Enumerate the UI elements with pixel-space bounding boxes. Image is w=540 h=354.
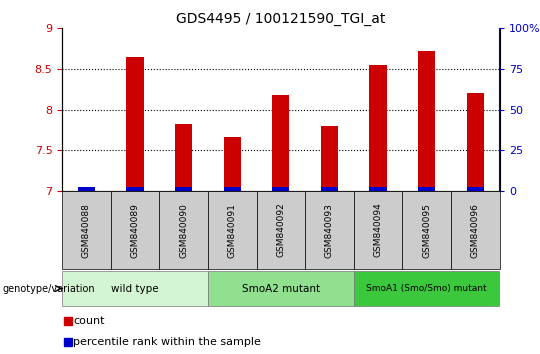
Text: GSM840096: GSM840096 xyxy=(471,202,480,258)
Bar xyxy=(126,187,144,191)
Text: GSM840091: GSM840091 xyxy=(228,202,237,258)
Bar xyxy=(78,187,95,191)
Bar xyxy=(78,187,95,191)
Text: wild type: wild type xyxy=(111,284,159,293)
Text: GSM840095: GSM840095 xyxy=(422,202,431,258)
Text: SmoA2 mutant: SmoA2 mutant xyxy=(242,284,320,293)
Bar xyxy=(321,126,338,191)
Text: percentile rank within the sample: percentile rank within the sample xyxy=(73,337,261,348)
Bar xyxy=(175,187,192,191)
Text: GSM840094: GSM840094 xyxy=(374,203,382,257)
Bar xyxy=(224,187,241,191)
Bar xyxy=(256,191,305,269)
Bar xyxy=(272,95,289,191)
Bar xyxy=(354,271,500,306)
Bar xyxy=(418,51,435,191)
Bar xyxy=(467,93,484,191)
Text: GSM840090: GSM840090 xyxy=(179,202,188,258)
Bar xyxy=(402,191,451,269)
Bar xyxy=(111,191,159,269)
Bar xyxy=(418,187,435,191)
Text: genotype/variation: genotype/variation xyxy=(3,284,96,293)
Text: SmoA1 (Smo/Smo) mutant: SmoA1 (Smo/Smo) mutant xyxy=(366,284,487,293)
Text: count: count xyxy=(73,316,104,326)
Bar xyxy=(126,57,144,191)
Bar xyxy=(272,187,289,191)
Bar xyxy=(62,271,208,306)
Bar xyxy=(369,187,387,191)
Bar xyxy=(354,191,402,269)
Bar xyxy=(451,191,500,269)
Bar xyxy=(369,65,387,191)
Bar xyxy=(305,191,354,269)
Bar xyxy=(208,191,256,269)
Text: GSM840088: GSM840088 xyxy=(82,202,91,258)
Bar xyxy=(224,137,241,191)
Bar xyxy=(208,271,354,306)
Text: GSM840089: GSM840089 xyxy=(131,202,139,258)
Bar xyxy=(175,124,192,191)
Text: GSM840092: GSM840092 xyxy=(276,203,285,257)
Bar xyxy=(321,187,338,191)
Bar xyxy=(467,187,484,191)
Text: GSM840093: GSM840093 xyxy=(325,202,334,258)
Bar xyxy=(62,191,111,269)
Title: GDS4495 / 100121590_TGI_at: GDS4495 / 100121590_TGI_at xyxy=(176,12,386,26)
Bar xyxy=(159,191,208,269)
